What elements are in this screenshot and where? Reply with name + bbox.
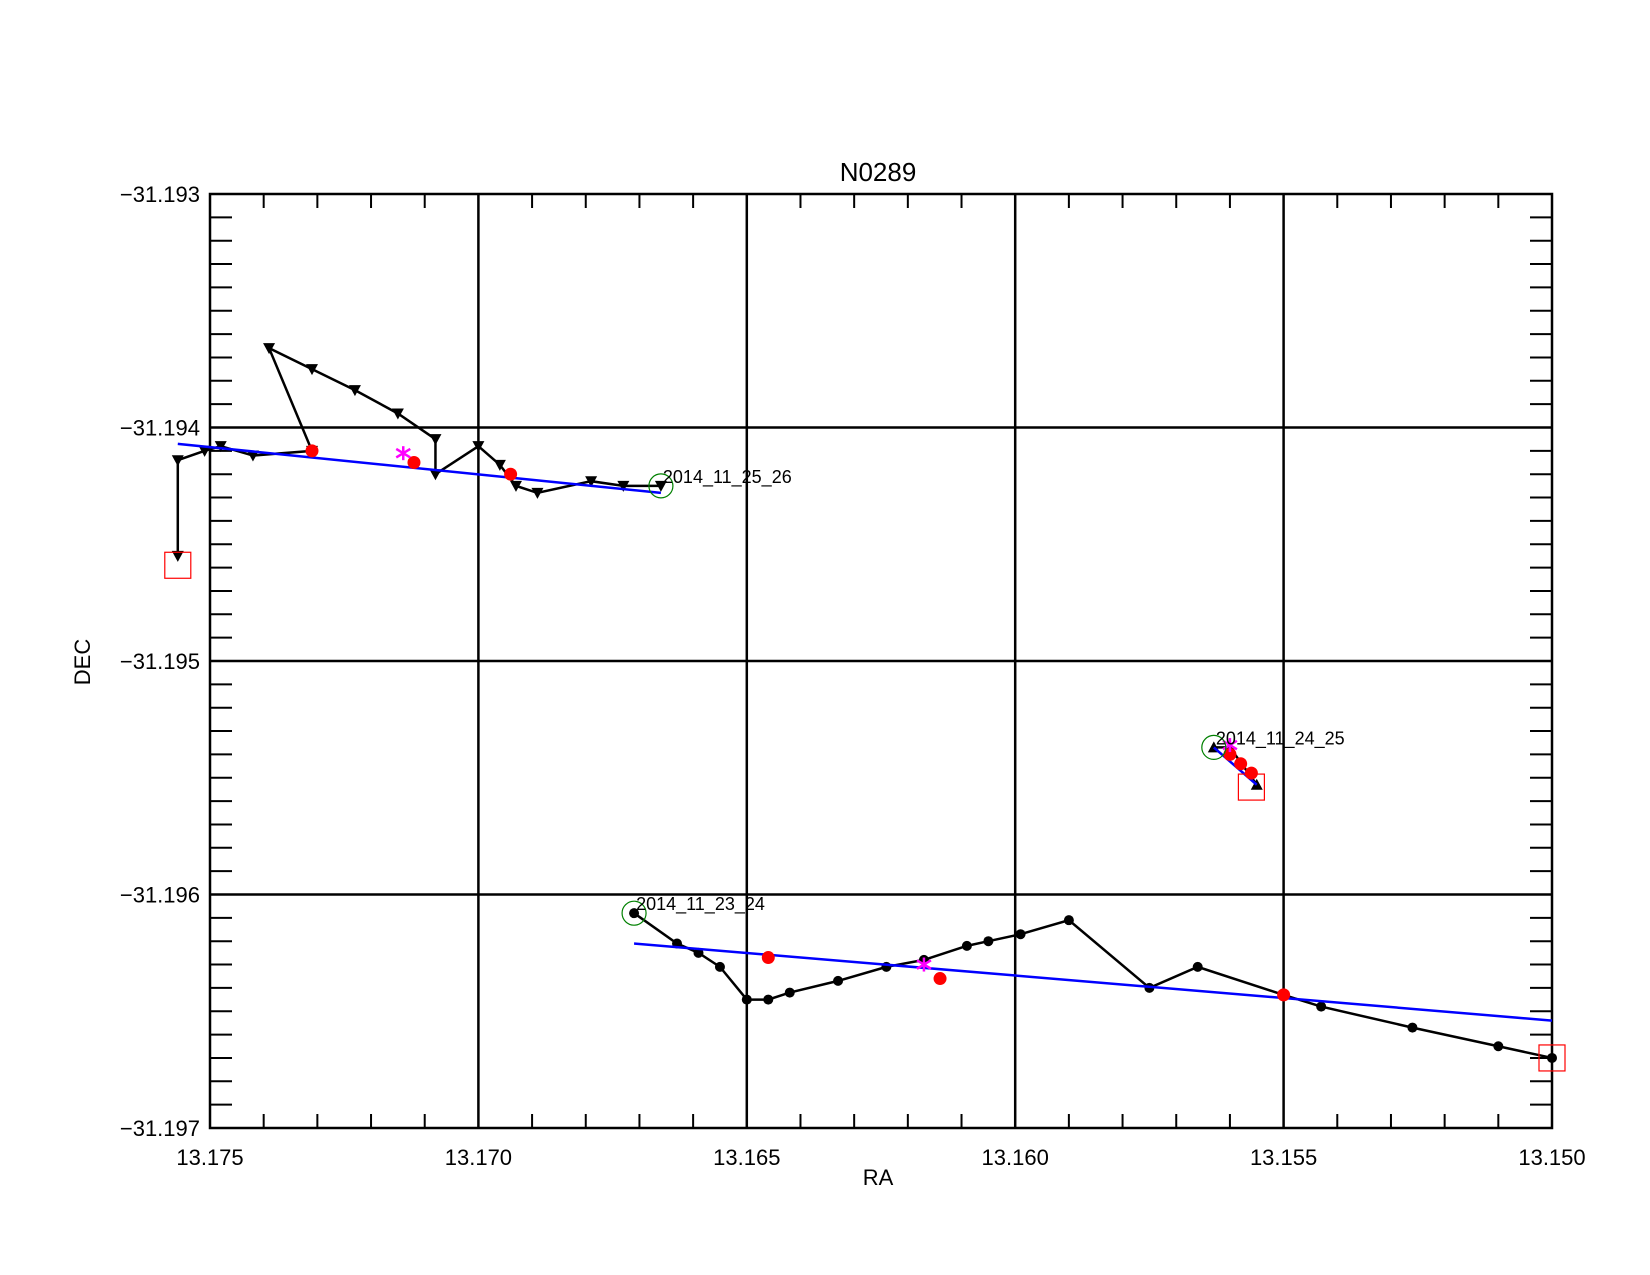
track-point [214,441,227,453]
fit-point [1223,747,1237,761]
start-circle [621,900,647,926]
axes-frame [208,192,1554,1130]
track-point [1192,961,1203,972]
track-point [429,469,442,481]
star-stroke [395,447,411,459]
fit-point [1244,766,1258,780]
track-point [429,434,442,446]
end-square [1237,773,1265,801]
fit-point [1277,988,1291,1002]
track-point [171,550,184,562]
mean-star-marker [916,957,932,972]
track-point [1015,929,1026,940]
track-point [1493,1041,1504,1052]
track-point [509,480,522,492]
x-axis-label: RA [863,1165,894,1190]
y-tick-label: −31.194 [120,416,200,441]
track-point [171,455,184,467]
track-point [714,961,725,972]
fit-point [933,972,947,986]
track-point [629,908,640,919]
x-tick-label: 13.160 [982,1145,1049,1170]
plot-area: 13.175 13.170 13.165 13.160 13.155 13.150 −31.… [120,182,1586,1170]
track-point [1547,1052,1557,1063]
series-2014_11_25_26: 2014_11_25_26 [164,343,792,579]
y-tick-label: −31.193 [120,182,200,207]
chart-title: N0289 [840,157,917,187]
track-point [585,476,598,488]
track-point [654,480,667,492]
y-tick-label: −31.195 [120,649,200,674]
track-point [617,480,630,492]
mean-star-marker [395,446,411,461]
x-tick-label: 13.150 [1518,1145,1585,1170]
track-point [263,343,276,355]
track-point [833,975,844,986]
series-date-label: 2014_11_25_26 [663,467,792,488]
fit-point [305,444,319,458]
series-2014_11_23_24: 2014_11_23_24 [621,894,1566,1072]
start-circle [648,473,674,499]
track-point [961,940,972,951]
track-point [741,994,752,1005]
track-point [472,441,485,453]
fit-line [633,942,1553,1022]
y-axis-label: DEC [70,639,95,686]
fit-line [177,442,662,495]
fit-point [1234,757,1248,771]
track-point [531,487,544,499]
x-tick-label: 13.175 [176,1145,243,1170]
series-date-label: 2014_11_24_25 [1216,728,1345,749]
track-point [391,408,404,420]
track-point [493,459,506,471]
track-point [348,385,361,397]
track-point [1063,915,1074,926]
x-tick-label: 13.165 [713,1145,780,1170]
fit-point [504,467,518,481]
track-point [305,364,318,376]
track-point [784,987,795,998]
x-tick-label: 13.155 [1250,1145,1317,1170]
track-point [983,936,994,947]
end-square [164,551,192,579]
series-date-label: 2014_11_23_24 [636,894,765,915]
track-point [1316,1001,1327,1012]
fit-point [761,951,775,965]
end-square [1538,1044,1566,1072]
track-point [246,450,259,462]
star-stroke [916,959,932,970]
track-point [763,994,774,1005]
track-line [633,912,1553,1060]
x-tick-label: 13.170 [445,1145,512,1170]
y-tick-label: −31.197 [120,1116,200,1141]
track-point [198,445,211,457]
series-2014_11_24_25: 2014_11_24_25 [1201,728,1345,801]
y-tick-label: −31.196 [120,883,200,908]
start-circle [1201,734,1227,760]
track-point [1407,1022,1418,1033]
fit-point [407,456,421,470]
